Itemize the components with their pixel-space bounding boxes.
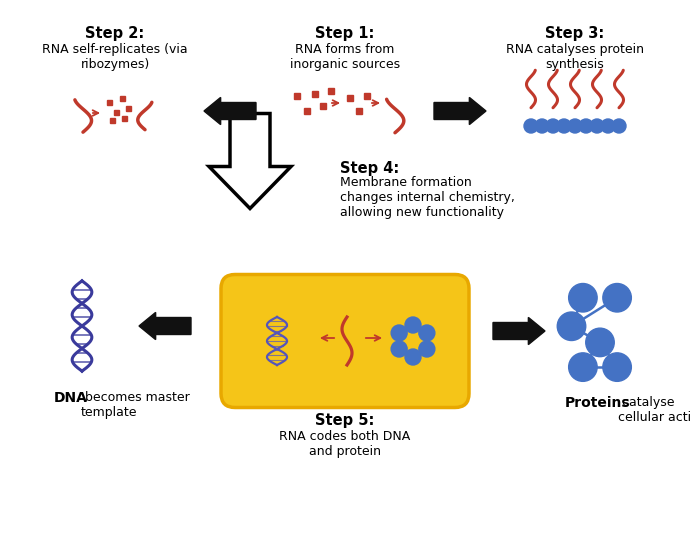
Text: Step 4:: Step 4: [340, 161, 400, 176]
Text: RNA self-replicates (via
ribozymes): RNA self-replicates (via ribozymes) [42, 43, 188, 71]
Circle shape [603, 353, 631, 381]
Circle shape [419, 325, 435, 341]
Circle shape [558, 312, 586, 340]
Circle shape [569, 284, 597, 312]
Circle shape [601, 119, 615, 133]
Text: Step 5:: Step 5: [315, 413, 375, 428]
Bar [122, 116, 127, 121]
FancyArrow shape [139, 312, 191, 340]
Bar [364, 93, 370, 99]
Circle shape [405, 317, 421, 333]
Circle shape [586, 328, 614, 356]
Bar [107, 100, 112, 105]
Circle shape [557, 119, 571, 133]
Circle shape [535, 119, 549, 133]
FancyBboxPatch shape [221, 274, 469, 407]
Text: becomes master
template: becomes master template [81, 391, 190, 419]
Circle shape [579, 119, 593, 133]
Bar [328, 88, 334, 94]
Text: catalyse
cellular activities: catalyse cellular activities [618, 396, 690, 424]
Bar [110, 118, 115, 123]
FancyArrow shape [434, 98, 486, 124]
Text: Membrane formation
changes internal chemistry,
allowing new functionality: Membrane formation changes internal chem… [340, 176, 515, 219]
Text: RNA forms from
inorganic sources: RNA forms from inorganic sources [290, 43, 400, 71]
Circle shape [590, 119, 604, 133]
Bar [320, 103, 326, 109]
Bar [294, 93, 300, 99]
Bar [126, 106, 131, 111]
FancyArrow shape [204, 98, 256, 124]
Circle shape [569, 353, 597, 381]
FancyArrow shape [209, 114, 291, 209]
Bar [356, 108, 362, 114]
Bar [347, 95, 353, 101]
Bar [120, 96, 125, 101]
Text: Step 2:: Step 2: [86, 26, 145, 41]
Circle shape [524, 119, 538, 133]
Circle shape [391, 341, 407, 357]
Text: Step 3:: Step 3: [545, 26, 604, 41]
Circle shape [419, 341, 435, 357]
Circle shape [546, 119, 560, 133]
Circle shape [391, 325, 407, 341]
Bar [304, 108, 310, 114]
Circle shape [568, 119, 582, 133]
Text: RNA codes both DNA
and protein: RNA codes both DNA and protein [279, 429, 411, 458]
Text: DNA: DNA [54, 391, 88, 405]
Text: Proteins: Proteins [565, 396, 631, 410]
FancyArrow shape [493, 317, 545, 345]
Bar [114, 110, 119, 115]
Circle shape [405, 349, 421, 365]
Circle shape [603, 284, 631, 312]
Bar [312, 91, 318, 97]
Circle shape [612, 119, 626, 133]
Text: RNA catalyses protein
synthesis: RNA catalyses protein synthesis [506, 43, 644, 71]
Text: Step 1:: Step 1: [315, 26, 375, 41]
